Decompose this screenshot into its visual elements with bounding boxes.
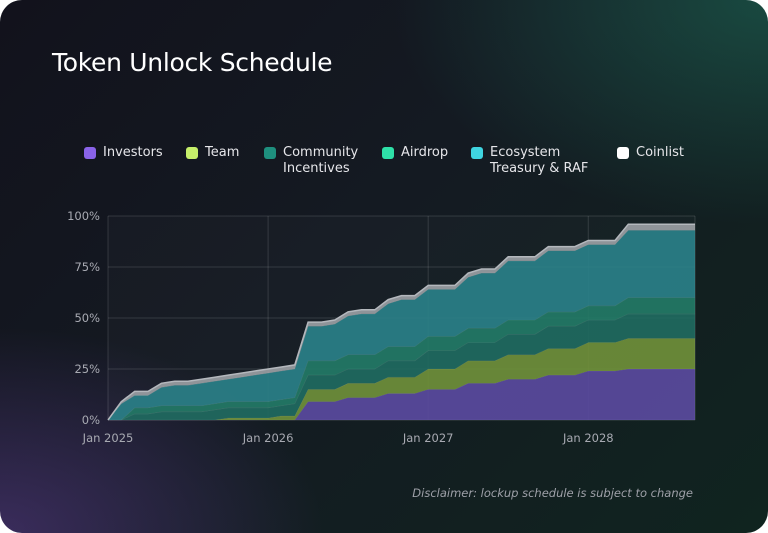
legend-label: Investors	[103, 145, 163, 160]
legend-label: Community Incentives	[283, 145, 359, 176]
y-tick-label: 50%	[74, 311, 100, 325]
legend-item: Airdrop	[382, 145, 448, 161]
y-tick-label: 75%	[74, 260, 100, 274]
y-tick-label: 0%	[82, 413, 100, 427]
disclaimer: Disclaimer: lockup schedule is subject t…	[412, 486, 693, 500]
legend-swatch	[471, 147, 483, 159]
x-tick-label: Jan 2028	[562, 431, 614, 445]
legend-label: Airdrop	[401, 145, 449, 160]
y-tick-label: 100%	[67, 209, 100, 223]
legend-item: Coinlist	[617, 145, 684, 161]
x-tick-label: Jan 2027	[402, 431, 454, 445]
legend-swatch	[186, 147, 198, 159]
area-series	[108, 338, 696, 421]
total-outline	[107, 223, 695, 421]
x-tick-label: Jan 2026	[242, 431, 294, 445]
legend-item: Ecosystem Treasury & RAF	[471, 145, 588, 177]
legend-item: Team	[186, 145, 239, 161]
legend-swatch	[617, 147, 629, 159]
legend-item: Community Incentives	[264, 145, 358, 177]
legend-swatch	[84, 147, 96, 159]
page-title: Token Unlock Schedule	[52, 48, 333, 77]
legend-swatch	[382, 147, 394, 159]
legend-label: Ecosystem Treasury & RAF	[490, 145, 589, 176]
legend-swatch	[264, 147, 276, 159]
legend-label: Team	[205, 145, 240, 160]
legend-label: Coinlist	[636, 145, 684, 160]
legend-item: Investors	[84, 145, 163, 161]
x-tick-label: Jan 2025	[82, 431, 134, 445]
y-tick-label: 25%	[74, 362, 100, 376]
